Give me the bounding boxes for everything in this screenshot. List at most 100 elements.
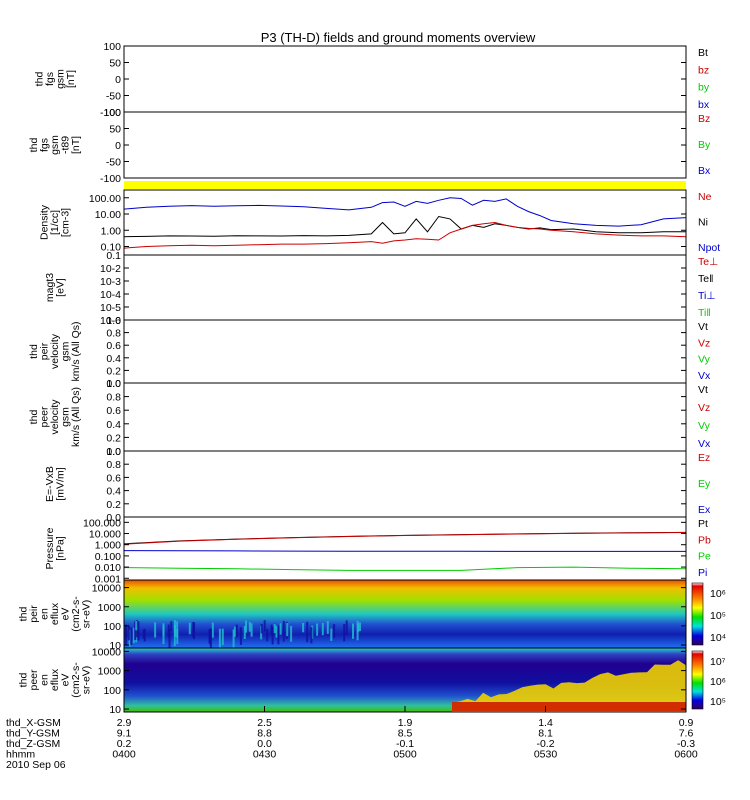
y-tick-label: 1.0 [106,378,121,390]
y-axis-title-line: peer [28,669,40,691]
legend-entry: Ni [698,217,708,229]
y-axis-title-line: km/s (All Qs) [70,321,82,381]
y-tick-label: 10000 [92,646,121,658]
y-axis-title-line: thd [18,673,30,688]
y-axis-title-line: [nPa] [54,536,66,561]
y-axis-title-line: thd [28,410,40,425]
peir-texture-mark [273,624,276,634]
y-axis-title-line: (cm2-s- [70,596,82,632]
y-tick-label: 0.4 [106,419,121,431]
y-axis-title-line: [nT] [70,136,82,154]
y-tick-label: 50 [109,124,121,136]
panel-density: 100.00 10.00 1.00 0.10 Density[1/cc][cm-3] Ne… [39,189,720,256]
y-tick-label: 0.4 [106,353,121,365]
peir-texture-mark [286,622,289,637]
panel-peer-spectrogram: 10⁷ 10⁶ 10⁵ 10000 1000 100 10 thdpeerenefluxeV(… [18,646,727,716]
y-tick-label: 0.0 [106,378,121,390]
legend-entry: Ez [698,452,710,464]
peir-texture-mark [134,621,137,640]
legend-entry: Ti⊥ [698,290,716,302]
y-tick-label: 10-2 [100,263,121,275]
y-axis-title-line: [nT] [65,70,77,88]
peir-texture-mark [235,624,238,638]
legend-entry: Ne [698,191,712,203]
panel-peir-velocity: 1.00.80.60.40.20.0thdpeirvelocitygsmkm/s… [28,315,711,390]
peir-texture-mark [209,628,212,650]
y-axis-title-line: eflux [49,602,61,625]
y-tick-label: -100 [100,107,121,119]
peir-texture-mark [125,624,127,646]
y-tick-label: -100 [100,173,121,185]
y-tick-label: 10 [109,704,121,716]
peir-texture-mark [359,622,361,631]
colorbar-tick-label: 10⁴ [710,632,726,644]
peir-texture-mark [168,629,171,651]
y-tick-label: 0.8 [106,459,121,471]
y-axis-title-line: gsm [60,407,72,427]
y-axis-title-line: eflux [49,668,61,691]
footer-value: 1.4 [538,717,553,729]
y-axis-title-line: fgs [39,138,51,152]
y-axis-title-line: gsm [49,135,61,155]
y-tick-label: 0.8 [106,328,121,340]
legend-entry: Npot [698,242,720,254]
y-tick-label: 0.6 [106,340,121,352]
y-axis-title-line: thd [28,344,40,359]
y-axis-title-line: sr-eV) [81,600,93,629]
legend-entry: Pt [698,518,708,530]
footer-value: 8.1 [538,728,553,740]
footer-value: 0430 [253,749,277,761]
y-tick-label: 0.2 [106,432,121,444]
panel-flag-bar [124,181,686,189]
peir-texture-mark [211,622,214,638]
peir-texture-mark [306,621,309,643]
peir-texture-mark [271,626,274,645]
y-axis-title-line: Pressure [44,527,56,569]
y-tick-label: 1000 [98,666,122,678]
footer-row-label: thd_X-GSM [6,717,61,729]
colorbar-tick-label: 10⁷ [710,656,726,668]
peir-texture-mark [193,622,196,640]
peir-texture-mark [250,623,253,637]
y-tick-label: 0.1 [106,250,121,262]
peir-texture-mark [239,627,242,645]
y-axis-title-line: [1/cc] [49,210,61,235]
legend-entry: By [698,139,711,151]
y-axis-title-line: fgs [44,72,56,86]
peir-texture-mark [326,621,329,634]
footer-value: 7.6 [679,728,694,740]
y-axis-title-line: -t89 [60,136,72,154]
footer-value: 0600 [674,749,698,761]
y-tick-label: 10-3 [100,276,121,288]
legend-entry: by [698,82,710,94]
y-tick-label: 0.0 [106,512,121,524]
footer-row-label: hhmm [6,749,35,761]
y-axis-title-line: thd [28,138,40,153]
peir-texture-mark [321,623,324,636]
y-tick-label: 100.00 [89,193,121,205]
y-tick-label: 10-6 [100,315,121,327]
footer-value: 0530 [534,749,558,761]
peir-texture-mark [345,620,348,636]
legend-entry: Vt [698,321,708,333]
legend-entry: Vz [698,337,710,349]
y-tick-label: -50 [106,91,121,103]
peir-texture-mark [127,625,130,641]
peir-texture-mark [132,627,135,644]
peir-texture-mark [290,626,293,642]
y-tick-label: 100 [103,107,121,119]
fgs-frame [123,45,687,113]
y-axis-title-line: peir [28,605,40,623]
efield-frame [123,450,687,518]
peir-texture-mark [352,623,354,639]
y-axis-title-line: sr-eV) [81,666,93,695]
footer-row-label: thd_Z-GSM [6,738,60,750]
y-tick-label: 100 [103,685,121,697]
y-axis-title-line: eV [60,608,72,621]
y-tick-label: 1.000 [95,540,121,552]
footer-value: 9.1 [117,728,132,740]
y-axis-title-line: en [39,608,51,620]
